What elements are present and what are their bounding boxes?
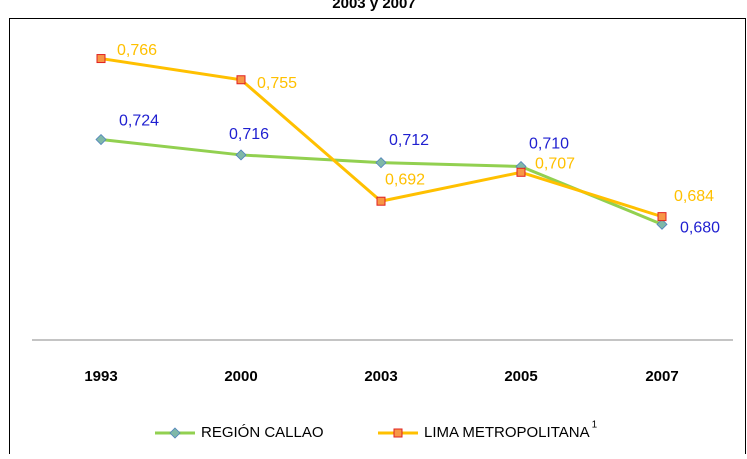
series-line [100, 57, 663, 219]
chart-title: 2003 y 2007 [332, 0, 415, 12]
marker [236, 75, 246, 85]
data-label: 0,716 [229, 126, 269, 143]
x-tick-label: 1993 [84, 368, 117, 385]
marker [375, 157, 387, 169]
chart-border [9, 18, 746, 455]
legend-label: REGIÓN CALLAO [201, 424, 324, 441]
x-tick-label: 2007 [645, 368, 678, 385]
data-label: 0,692 [385, 171, 425, 188]
series-line [100, 138, 663, 226]
data-label: 0,707 [535, 156, 575, 173]
marker [656, 218, 668, 230]
data-label: 0,766 [117, 42, 157, 59]
marker [376, 196, 386, 206]
data-label: 0,684 [674, 188, 714, 205]
legend-label: LIMA METROPOLITANA [424, 424, 590, 441]
marker [235, 149, 247, 161]
marker [95, 133, 107, 146]
legend-note: 1 [592, 420, 598, 431]
marker [96, 54, 106, 64]
marker [516, 167, 526, 177]
legend-marker [169, 427, 181, 439]
data-label: 0,710 [529, 136, 569, 153]
data-label: 0,755 [257, 75, 297, 92]
data-label: 0,680 [680, 220, 720, 237]
x-tick-label: 2003 [364, 368, 397, 385]
marker [657, 212, 667, 222]
data-label: 0,724 [119, 113, 159, 130]
data-label: 0,712 [389, 132, 429, 149]
x-tick-label: 2005 [504, 368, 537, 385]
legend-marker [393, 428, 403, 438]
x-tick-label: 2000 [224, 368, 257, 385]
